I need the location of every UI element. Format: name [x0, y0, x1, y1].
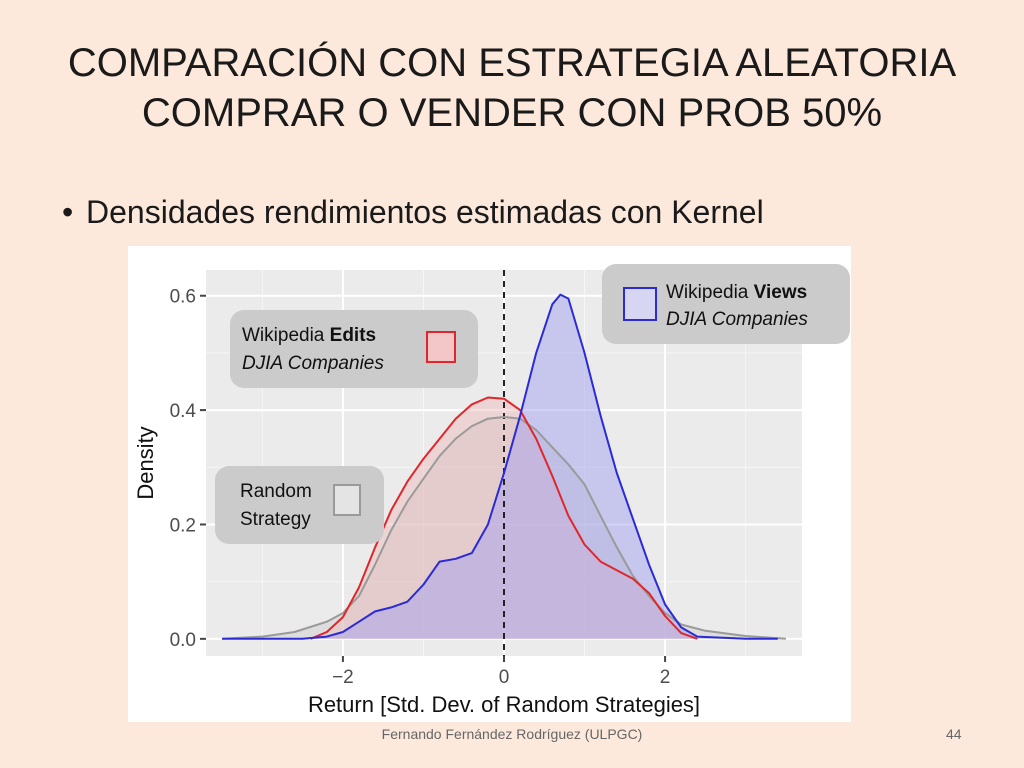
x-tick-label: 0	[499, 667, 510, 688]
density-lines	[222, 293, 786, 640]
legend-edits-box	[230, 310, 478, 388]
density-line-views	[222, 293, 778, 640]
legend-views-box	[602, 264, 850, 344]
x-tick-label: 2	[660, 667, 671, 688]
density-chart: 0.0 0.2 0.4 0.6 −2 0 2 Return [Std. Dev. of R…	[133, 264, 850, 717]
legend-views-title: Wikipedia Views	[666, 282, 807, 303]
x-axis-ticks: −2 0 2	[332, 656, 670, 688]
legend-edits: Wikipedia Edits DJIA Companies	[230, 310, 478, 388]
legend-edits-swatch	[426, 331, 456, 363]
legend-random-line2: Strategy	[240, 509, 311, 530]
y-tick-label: 0.2	[170, 515, 196, 536]
legend-edits-title: Wikipedia Edits	[242, 325, 376, 346]
slide-title: COMPARACIÓN CON ESTRATEGIA ALEATORIA COM…	[0, 38, 1024, 138]
legend-random: Random Strategy	[215, 466, 384, 544]
legend-random-swatch	[333, 484, 361, 516]
y-axis-ticks: 0.0 0.2 0.4 0.6	[170, 287, 206, 651]
legend-random-line1: Random	[240, 481, 312, 502]
bullet-text: Densidades rendimientos estimadas con Ke…	[86, 194, 764, 230]
title-line-1: COMPARACIÓN CON ESTRATEGIA ALEATORIA	[67, 41, 957, 85]
density-line-edits	[310, 396, 698, 640]
bullet-dot-icon: •	[62, 194, 74, 230]
x-axis-title: Return [Std. Dev. of Random Strategies]	[308, 692, 700, 717]
y-axis-title: Density	[133, 426, 158, 499]
y-tick-label: 0.0	[170, 630, 196, 651]
legend-views-subtitle: DJIA Companies	[666, 309, 808, 330]
chart-figure: 0.0 0.2 0.4 0.6 −2 0 2 Return [Std. Dev. of R…	[128, 246, 851, 722]
page-number: 44	[946, 726, 962, 742]
bullet-item: • Densidades rendimientos estimadas con K…	[62, 192, 764, 232]
legend-edits-subtitle: DJIA Companies	[242, 353, 384, 374]
density-area-views	[222, 294, 778, 639]
y-tick-label: 0.6	[170, 287, 196, 308]
title-line-2: COMPRAR O VENDER CON PROB 50%	[141, 91, 883, 135]
x-tick-label: −2	[332, 667, 354, 688]
legend-views: Wikipedia Views DJIA Companies	[602, 264, 850, 344]
y-tick-label: 0.4	[170, 401, 197, 422]
density-area-edits	[310, 397, 698, 639]
footer-author: Fernando Fernández Rodríguez (ULPGC)	[381, 726, 643, 742]
legend-views-swatch	[623, 287, 657, 321]
